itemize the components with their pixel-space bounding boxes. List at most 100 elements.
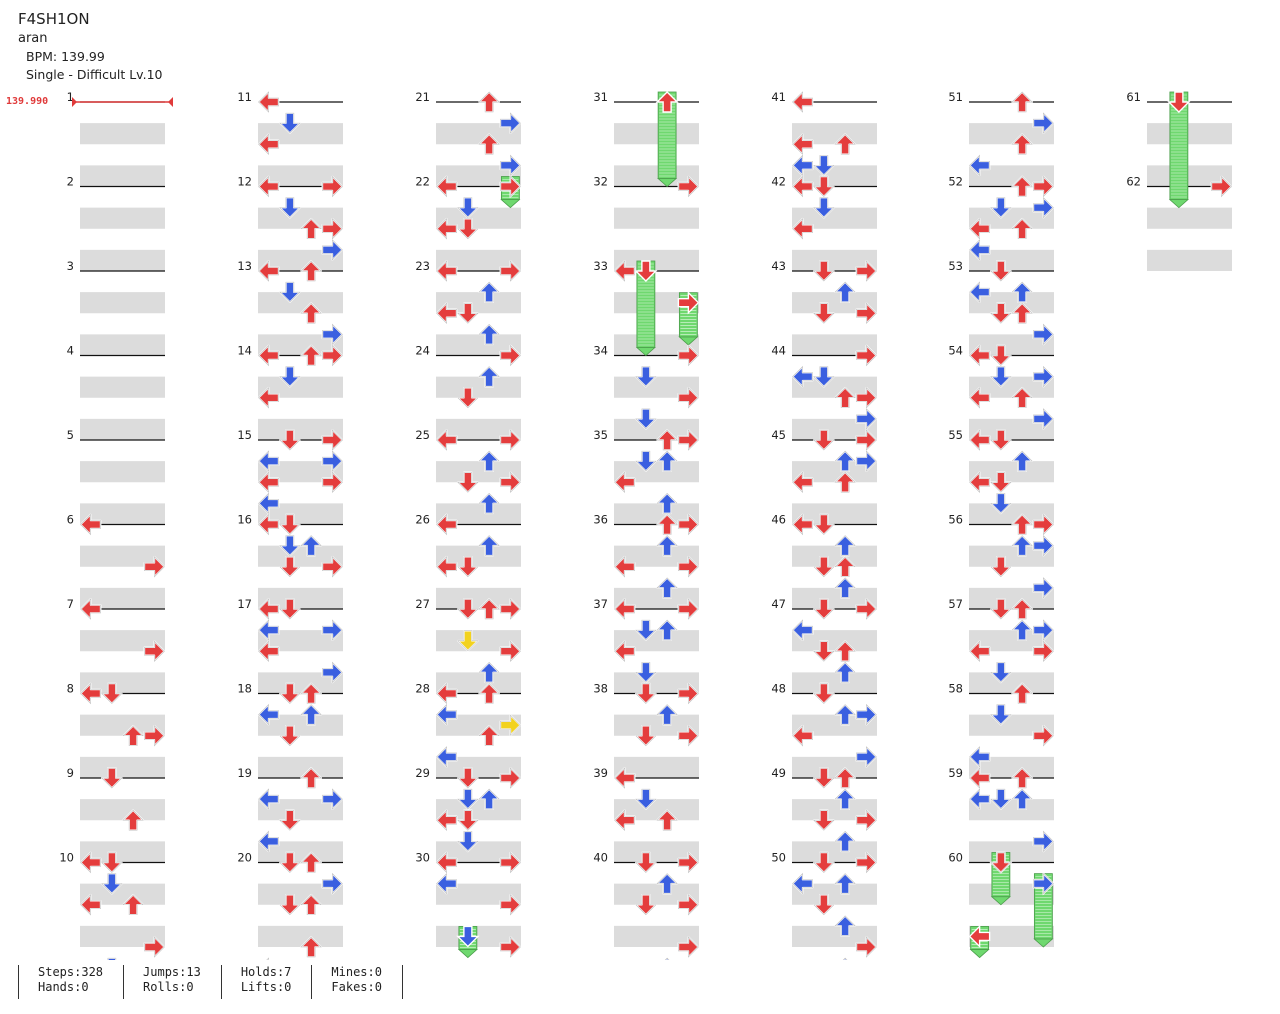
beat-band [969,376,1054,398]
step-arrow [656,809,678,832]
step-arrow [1011,302,1033,325]
beat-band [258,714,343,736]
step-arrow [499,112,522,134]
step-arrow [79,851,102,874]
step-arrow [968,281,991,303]
beat-band [80,207,165,229]
beat-band [80,334,165,356]
beat-band [792,714,877,736]
step-arrow [635,851,657,874]
step-arrow [613,471,636,494]
step-arrow [257,492,280,515]
step-arrow [1011,217,1033,240]
step-arrow [968,788,991,810]
beat-band [80,503,165,525]
step-arrow [79,513,102,536]
beat-band [969,925,1054,947]
fakes-count: Fakes:0 [331,980,382,994]
measure-number: 53 [948,259,963,273]
step-arrow [321,344,344,367]
step-arrow [478,682,500,705]
step-arrow [279,196,301,219]
step-arrow [321,429,344,451]
step-arrow [1011,386,1033,409]
step-arrow [257,471,280,494]
step-arrow [257,450,280,472]
step-arrow [300,534,322,557]
step-arrow [834,386,856,409]
beat-band [258,587,343,609]
step-arrow [656,872,678,895]
beat-band [258,841,343,863]
step-arrow [143,724,166,747]
bpm-bar-right-cap [168,97,173,107]
step-arrow [834,661,856,684]
beat-band [258,799,343,821]
beat-band [969,334,1054,356]
step-arrow [257,703,280,726]
step-arrow [122,809,144,832]
step-arrow [143,936,166,958]
beat-band [969,249,1054,271]
step-arrow [613,260,636,282]
step-arrow [834,281,856,303]
beat-band [258,925,343,947]
beat-band [80,376,165,398]
beat-band [614,207,699,229]
step-arrow [990,598,1012,620]
beat-band [436,207,521,229]
step-arrow [635,450,657,472]
measure-number: 19 [237,766,252,780]
step-arrow [478,492,500,515]
measure-number: 54 [948,344,963,358]
step-arrow [791,724,814,747]
step-arrow [635,893,657,916]
step-arrow [813,767,835,789]
beat-band [436,883,521,905]
beat-band [436,123,521,145]
hold-note [968,924,991,959]
beat-band [436,587,521,609]
step-arrow [435,872,458,895]
step-arrow [613,640,636,663]
holds-count: Holds:7 [240,965,292,979]
step-arrow [677,936,700,958]
beat-band [258,376,343,398]
beat-band [969,503,1054,525]
beat-band [1147,123,1232,145]
hold-note [456,925,480,959]
beat-band [258,334,343,356]
step-arrow [990,471,1012,494]
step-arrow [1032,872,1055,895]
step-arrow [300,893,322,916]
step-arrow [834,577,856,599]
beat-band [258,503,343,525]
beat-band [969,207,1054,229]
measure-number: 9 [67,766,74,780]
step-arrow [499,175,522,198]
measure-number: 31 [593,90,608,104]
beat-band [80,461,165,483]
stats-end-divider [401,965,404,999]
measure-number: 35 [593,428,608,442]
step-arrow [635,788,657,810]
step-arrow [968,154,991,177]
step-arrow [435,682,458,705]
step-arrow [143,640,166,663]
step-arrow [279,893,301,916]
measure-number: 28 [415,682,430,696]
step-arrow [813,513,835,536]
step-arrow [1011,133,1033,156]
step-arrow [1011,450,1033,472]
beat-band [258,630,343,652]
step-arrow [1032,112,1055,134]
step-arrow [813,154,835,177]
step-arrow [300,851,322,874]
step-arrow [478,724,500,747]
step-arrow [990,492,1012,515]
bpm-bar-left-cap [72,97,77,107]
step-arrow [813,640,835,663]
beat-band [969,165,1054,187]
step-arrow [855,302,878,325]
step-arrow [791,513,814,536]
